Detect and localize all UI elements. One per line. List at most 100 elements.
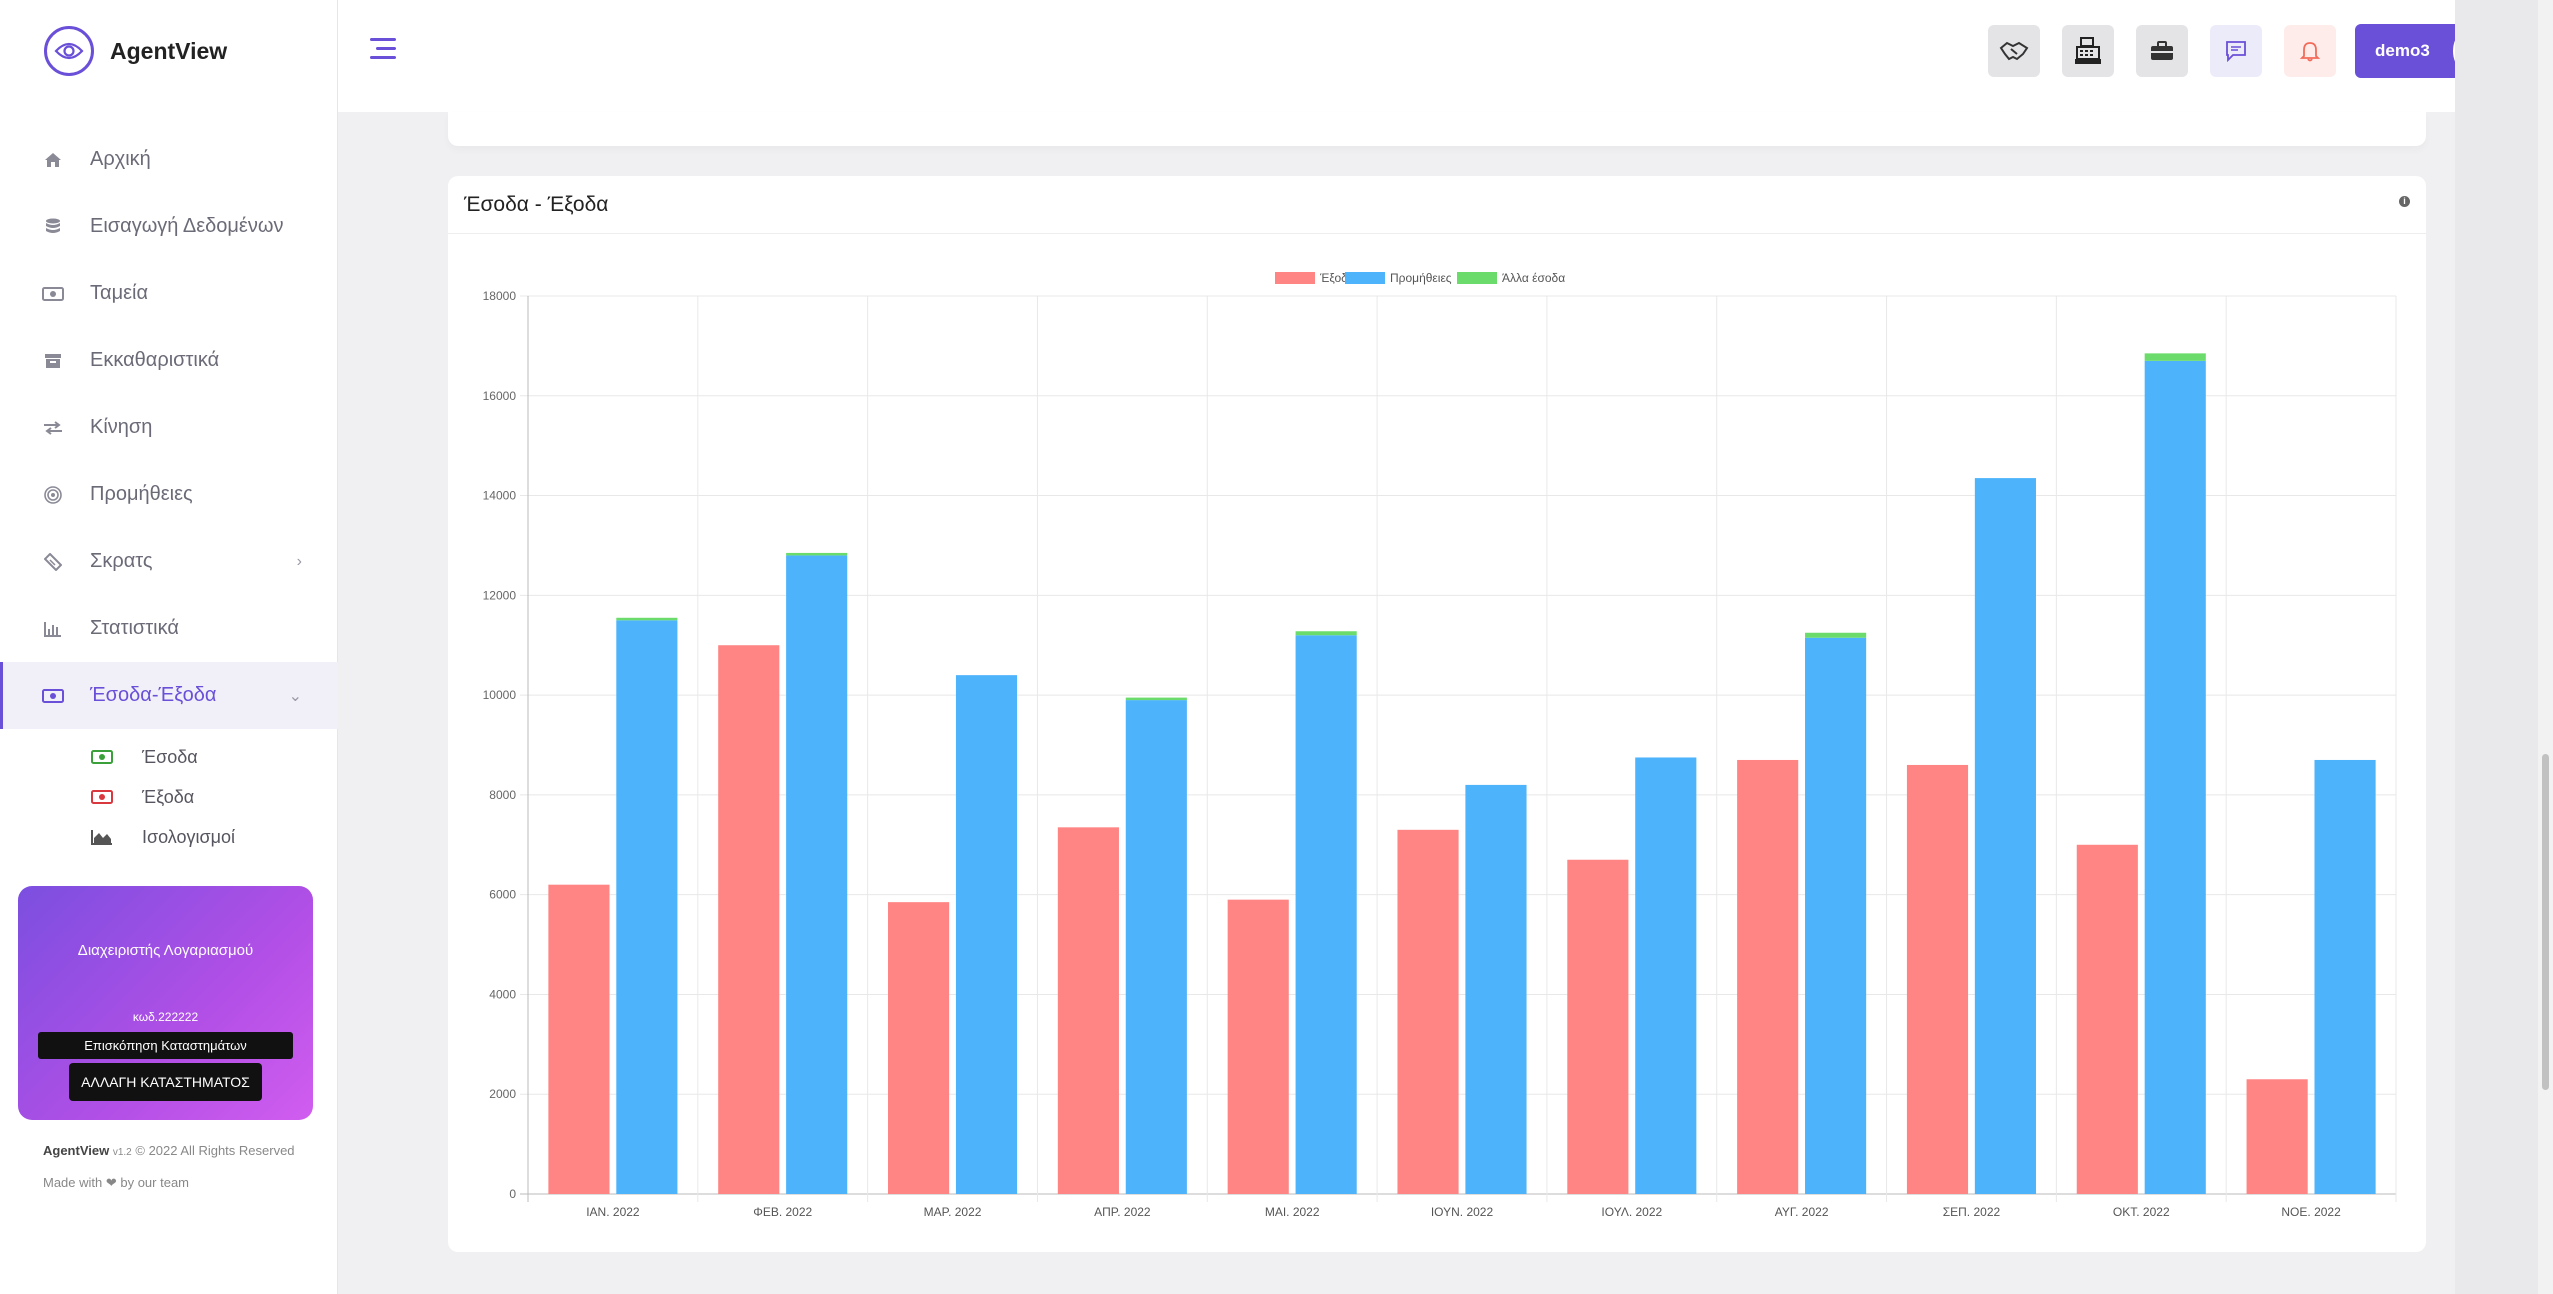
money-green-icon bbox=[90, 748, 114, 766]
submenu-item-balance-sheets[interactable]: Ισολογισμοί bbox=[0, 817, 338, 857]
chat-icon[interactable] bbox=[2210, 25, 2262, 77]
bar-other-income bbox=[616, 617, 678, 621]
sidebar-item-settlements[interactable]: Εκκαθαριστικά bbox=[0, 327, 338, 394]
sidebar-item-label: Στατιστικά bbox=[90, 617, 179, 639]
sidebar-item-label: Ταμεία bbox=[90, 282, 149, 304]
info-icon[interactable]: i bbox=[2399, 196, 2410, 207]
footer-version: v1.2 bbox=[112, 1147, 132, 1158]
bar-expenses bbox=[1906, 764, 1969, 1194]
card-header: Έσοδα - Έξοδα i bbox=[448, 176, 2426, 234]
sidebar-item-scratch[interactable]: Σκρατς › bbox=[0, 528, 338, 595]
cash-register-icon[interactable] bbox=[2062, 25, 2114, 77]
account-title: Διαχειριστής Λογαριασμού bbox=[77, 942, 254, 959]
username: demo3 bbox=[2375, 41, 2430, 60]
sidebar-item-data-import[interactable]: Εισαγωγή Δεδομένων bbox=[0, 193, 338, 260]
bar-commissions bbox=[1465, 784, 1527, 1194]
legend-swatch bbox=[1275, 272, 1315, 284]
bar-expenses bbox=[2076, 844, 2138, 1194]
bar-chart-icon bbox=[42, 618, 64, 640]
account-code: κωδ.222222 bbox=[132, 1010, 199, 1024]
submenu-item-label: Έξοδα bbox=[142, 786, 195, 807]
submenu-income-expenses: Έσοδα Έξοδα Ισολογισμοί bbox=[0, 729, 338, 857]
archive-icon bbox=[42, 350, 64, 372]
briefcase-icon[interactable] bbox=[2136, 25, 2188, 77]
bar-expenses bbox=[1737, 759, 1799, 1194]
sidebar-item-label: Έσοδα-Έξοδα bbox=[90, 684, 217, 706]
brand[interactable]: AgentView bbox=[44, 26, 227, 76]
x-tick-label: ΙΟΥΝ. 2022 bbox=[1431, 1205, 1494, 1219]
handshake-icon[interactable] bbox=[1988, 25, 2040, 77]
x-tick-label: ΑΥΓ. 2022 bbox=[1775, 1205, 1829, 1219]
chevron-right-icon: › bbox=[296, 552, 302, 570]
y-tick-label: 16000 bbox=[483, 389, 517, 403]
money-icon bbox=[42, 685, 64, 707]
footer-copyright: AgentView v1.2 © 2022 All Rights Reserve… bbox=[43, 1140, 303, 1164]
income-expenses-card: Έσοδα - Έξοδα i 0 2000 4000 6000 8000 10000 12… bbox=[448, 176, 2426, 1252]
money-red-icon bbox=[90, 788, 114, 806]
y-tick-label: 14000 bbox=[483, 489, 517, 503]
exchange-icon bbox=[42, 417, 64, 439]
bar-commissions bbox=[1295, 635, 1357, 1194]
submenu-item-label: Έσοδα bbox=[142, 746, 198, 767]
x-tick-label: ΜΑΡ. 2022 bbox=[924, 1205, 982, 1219]
cash-icon bbox=[42, 283, 64, 305]
y-tick-label: 18000 bbox=[483, 289, 517, 303]
change-store-button[interactable]: ΑΛΛΑΓΗ ΚΑΤΑΣΤΗΜΑΤΟΣ bbox=[69, 1063, 262, 1101]
card-title: Έσοδα - Έξοδα bbox=[464, 193, 609, 216]
sidebar-item-commissions[interactable]: Προμήθειες bbox=[0, 461, 338, 528]
bar-other-income bbox=[1805, 632, 1867, 638]
x-tick-label: ΙΟΥΛ. 2022 bbox=[1601, 1205, 1662, 1219]
previous-card bbox=[448, 112, 2426, 146]
bar-expenses bbox=[1057, 827, 1119, 1194]
bar-other-income bbox=[1125, 697, 1187, 701]
y-tick-label: 0 bbox=[509, 1187, 516, 1201]
footer-rights: © 2022 All Rights Reserved bbox=[135, 1143, 295, 1158]
database-icon bbox=[42, 216, 64, 238]
income-expenses-chart: 0 2000 4000 6000 8000 10000 12000 14000 16000 180… bbox=[483, 271, 2397, 1219]
topbar: demo3 bbox=[338, 0, 2509, 112]
sidebar-item-label: Εισαγωγή Δεδομένων bbox=[90, 215, 284, 237]
footer-app-name: AgentView bbox=[43, 1143, 110, 1158]
sidebar-item-cashboxes[interactable]: Ταμεία bbox=[0, 260, 338, 327]
y-tick-label: 8000 bbox=[489, 788, 516, 802]
bar-expenses bbox=[888, 902, 950, 1194]
bell-icon[interactable] bbox=[2284, 25, 2336, 77]
y-tick-label: 6000 bbox=[489, 888, 516, 902]
bar-commissions bbox=[1125, 700, 1187, 1194]
bar-expenses bbox=[2246, 1079, 2308, 1194]
menu-toggle-icon[interactable] bbox=[370, 38, 396, 64]
sidebar-item-label: Κίνηση bbox=[90, 416, 153, 438]
sidebar: AgentView Αρχική Εισαγωγή Δεδομένων Ταμε… bbox=[0, 0, 338, 1294]
chevron-down-icon: ⌄ bbox=[288, 687, 302, 705]
scrollbar-thumb[interactable] bbox=[2542, 754, 2549, 1090]
sidebar-item-income-expenses[interactable]: Έσοδα-Έξοδα ⌄ bbox=[0, 662, 338, 729]
legend-swatch bbox=[1345, 272, 1385, 284]
ticket-icon bbox=[42, 551, 64, 573]
bar-other-income bbox=[786, 552, 848, 556]
x-tick-label: ΝΟΕ. 2022 bbox=[2281, 1205, 2341, 1219]
scrollbar[interactable] bbox=[2538, 0, 2553, 1294]
page-gutter bbox=[2455, 0, 2538, 1294]
y-tick-label: 2000 bbox=[489, 1087, 516, 1101]
bar-commissions bbox=[1805, 637, 1867, 1194]
submenu-item-income[interactable]: Έσοδα bbox=[0, 737, 338, 777]
area-chart-icon bbox=[90, 828, 114, 846]
sidebar-nav: Αρχική Εισαγωγή Δεδομένων Ταμεία Εκκαθαρ… bbox=[0, 126, 338, 857]
sidebar-item-label: Σκρατς bbox=[90, 550, 153, 572]
sidebar-item-movement[interactable]: Κίνηση bbox=[0, 394, 338, 461]
submenu-item-expenses[interactable]: Έξοδα bbox=[0, 777, 338, 817]
sidebar-item-home[interactable]: Αρχική bbox=[0, 126, 338, 193]
legend-label: Προμήθειες bbox=[1390, 271, 1452, 285]
legend-label: Άλλα έσοδα bbox=[1502, 271, 1565, 285]
sidebar-item-statistics[interactable]: Στατιστικά bbox=[0, 595, 338, 662]
brand-name: AgentView bbox=[110, 37, 228, 64]
footer-made-with: Made with ❤ by our team bbox=[43, 1175, 190, 1190]
stores-overview-button[interactable]: Επισκόπηση Καταστημάτων bbox=[38, 1032, 293, 1059]
bar-expenses bbox=[1227, 899, 1289, 1194]
y-tick-label: 12000 bbox=[483, 588, 517, 602]
home-icon bbox=[42, 149, 64, 171]
y-tick-label: 10000 bbox=[483, 688, 517, 702]
bar-commissions bbox=[2314, 759, 2376, 1194]
x-tick-label: ΦΕΒ. 2022 bbox=[753, 1205, 812, 1219]
bar-expenses bbox=[1567, 859, 1629, 1194]
